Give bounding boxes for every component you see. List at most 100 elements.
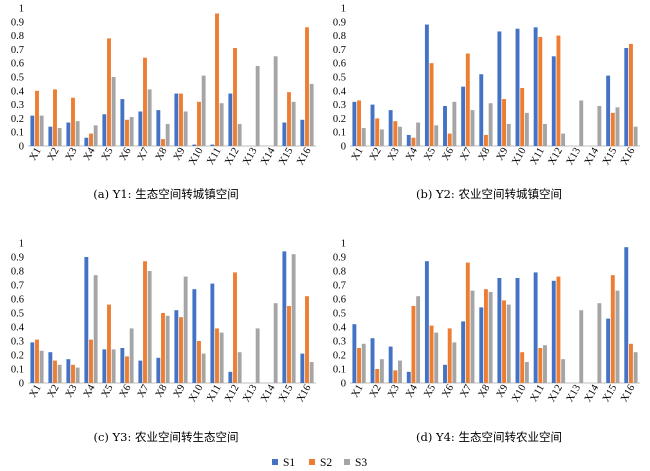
bar-s1-x1-c xyxy=(30,342,35,383)
bar-s3-x16-a xyxy=(309,83,314,146)
y-tick-label-c: 0.2 xyxy=(11,351,24,362)
bar-s2-x1-d xyxy=(357,348,362,383)
bar-s3-x11-b xyxy=(543,123,547,146)
bar-s3-x2-d xyxy=(379,359,384,383)
y-tick-label-d: 0 xyxy=(341,379,346,390)
y-tick-label-c: 0 xyxy=(19,379,24,390)
y-tick-label-c: 1 xyxy=(19,239,24,250)
bar-s1-x1-a xyxy=(30,115,35,146)
bar-s3-x9-a xyxy=(183,111,188,146)
bar-s3-x5-d xyxy=(434,332,439,383)
bar-s2-x2-c xyxy=(53,360,57,383)
bar-s3-x5-c xyxy=(111,349,116,383)
bar-s1-x5-d xyxy=(424,261,429,383)
y-tick-label-b: 0.3 xyxy=(333,100,346,111)
y-tick-label-d: 0.1 xyxy=(333,365,346,376)
bar-s1-x4-c xyxy=(84,257,89,383)
bar-s3-x10-a xyxy=(201,75,206,146)
bar-s3-x12-d xyxy=(561,359,566,383)
bar-s2-x4-c xyxy=(89,339,93,383)
bar-s3-x15-a xyxy=(291,101,296,146)
bar-s1-x6-d xyxy=(443,364,447,383)
y-tick-label-d: 1 xyxy=(341,239,346,250)
bar-s1-x12-c xyxy=(228,371,233,383)
bar-s2-x10-a xyxy=(197,101,201,146)
y-tick-label-a: 0.8 xyxy=(11,31,24,42)
bar-s2-x5-c xyxy=(107,304,111,383)
bar-s1-x7-c xyxy=(138,360,143,383)
bar-s1-x9-a xyxy=(174,93,179,146)
bar-s1-x16-d xyxy=(624,247,629,383)
bar-s2-x7-a xyxy=(143,57,147,146)
bar-s3-x11-a xyxy=(219,103,224,146)
bar-s1-x6-b xyxy=(443,105,447,146)
bar-s3-x5-a xyxy=(111,77,116,146)
bar-s2-x10-c xyxy=(197,341,201,383)
bar-s3-x16-d xyxy=(633,352,638,383)
bar-s1-x7-b xyxy=(461,86,466,146)
bar-s1-x12-a xyxy=(228,93,233,146)
bar-s3-x13-c xyxy=(255,328,260,383)
bar-s1-x16-a xyxy=(300,119,305,146)
caption-a: (a) Y1: 生态空间转城镇空间 xyxy=(93,187,238,201)
bar-s3-x13-b xyxy=(579,100,584,146)
legend-label-s3: S3 xyxy=(355,457,367,469)
legend-swatch-s1 xyxy=(272,459,278,465)
y-tick-label-b: 0.9 xyxy=(333,17,346,28)
bar-s3-x2-c xyxy=(57,364,62,383)
bar-s3-x3-c xyxy=(75,367,80,383)
bar-s2-x15-a xyxy=(287,92,291,146)
y-tick-label-d: 0.6 xyxy=(333,295,346,306)
bar-s3-x7-b xyxy=(470,110,475,146)
legend-swatch-s2 xyxy=(309,459,315,465)
y-tick-label-a: 0.5 xyxy=(11,73,24,84)
bar-s1-x6-c xyxy=(120,348,125,383)
bar-s3-x12-b xyxy=(561,133,566,146)
bar-s1-x8-a xyxy=(156,110,161,146)
bar-s1-x9-d xyxy=(497,278,502,383)
bar-s1-x11-a xyxy=(210,144,215,146)
bar-s2-x16-a xyxy=(305,27,309,146)
bar-s1-x15-d xyxy=(606,318,611,383)
bar-s2-x12-b xyxy=(556,35,561,146)
bar-s1-x2-b xyxy=(370,104,375,146)
y-tick-label-c: 0.5 xyxy=(11,309,24,320)
bar-s1-x9-c xyxy=(174,310,179,383)
bar-s2-x6-d xyxy=(447,328,452,383)
bar-s1-x3-d xyxy=(388,346,393,383)
y-tick-label-b: 0.6 xyxy=(333,59,346,70)
bar-s3-x8-c xyxy=(165,315,170,383)
y-tick-label-b: 0.5 xyxy=(333,73,346,84)
bar-s1-x5-a xyxy=(102,114,107,146)
bar-s1-x3-b xyxy=(388,110,393,146)
bar-s3-x1-a xyxy=(39,115,44,146)
bar-s3-x16-c xyxy=(309,362,314,383)
bar-s3-x8-d xyxy=(488,292,493,383)
bar-s1-x8-c xyxy=(156,357,161,383)
bar-s1-x4-b xyxy=(406,134,411,146)
bar-s2-x4-b xyxy=(411,137,416,146)
bar-s2-x1-a xyxy=(35,90,39,146)
y-tick-label-b: 0.4 xyxy=(333,86,347,97)
bar-s3-x3-d xyxy=(398,360,402,383)
bar-s3-x12-c xyxy=(237,352,242,383)
bar-s3-x7-a xyxy=(147,89,152,146)
bar-s2-x9-d xyxy=(502,300,507,383)
y-tick-label-a: 0.9 xyxy=(11,17,24,28)
y-tick-label-b: 1 xyxy=(341,4,346,15)
bar-s2-x11-d xyxy=(538,348,543,383)
bar-s1-x12-b xyxy=(551,56,556,146)
y-tick-label-c: 0.8 xyxy=(11,267,24,278)
bar-s2-x8-b xyxy=(483,134,488,146)
bar-s3-x6-b xyxy=(452,101,457,146)
bar-s1-x1-d xyxy=(352,324,357,383)
bar-s2-x10-d xyxy=(520,352,525,383)
bar-s1-x6-a xyxy=(120,99,125,146)
bar-s2-x2-d xyxy=(375,369,380,383)
y-tick-label-d: 0.8 xyxy=(333,267,346,278)
bar-s1-x5-b xyxy=(424,24,429,147)
bar-s3-x10-c xyxy=(201,353,206,383)
bar-s1-x10-c xyxy=(192,289,197,383)
bar-s2-x16-b xyxy=(628,43,633,146)
bar-s3-x5-b xyxy=(434,125,439,146)
